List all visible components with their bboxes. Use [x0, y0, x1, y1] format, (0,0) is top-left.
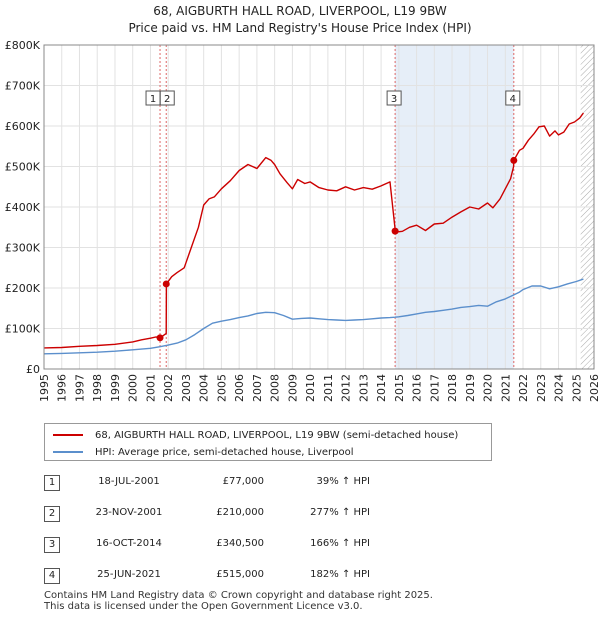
x-tick-label: 2006 [233, 374, 246, 402]
x-tick-label: 2015 [393, 374, 406, 402]
sale-number-label: 4 [510, 94, 516, 105]
sale-number-box [159, 90, 175, 106]
x-tick-label: 2026 [588, 374, 600, 402]
y-tick-label: £500K [5, 161, 41, 174]
x-tick-label: 2024 [553, 374, 566, 402]
sale-hpi-change: 166% ↑ HPI [310, 538, 370, 549]
footer-licence: This data is licensed under the Open Gov… [44, 601, 363, 612]
sale-number-badge: 2 [44, 506, 60, 522]
x-tick-label: 2001 [144, 374, 157, 402]
plot-frame [43, 44, 595, 370]
sale-date: 18-JUL-2001 [98, 476, 160, 487]
sale-number-badge: 1 [44, 475, 60, 491]
x-tick-label: 2021 [499, 374, 512, 402]
y-tick-label: £300K [5, 242, 41, 255]
x-tick-label: 2005 [215, 374, 228, 402]
x-tick-label: 1998 [91, 374, 104, 402]
sale-price: £515,000 [216, 569, 264, 580]
sale-number-label: 2 [164, 94, 170, 105]
x-tick-label: 2007 [251, 374, 264, 402]
chart-title: 68, AIGBURTH HALL ROAD, LIVERPOOL, L19 9… [153, 4, 447, 18]
sale-point [156, 334, 164, 342]
x-tick-label: 1997 [73, 374, 86, 402]
sale-point [162, 280, 170, 288]
x-tick-label: 2022 [517, 374, 530, 402]
x-tick-label: 2010 [304, 374, 317, 402]
x-tick-label: 2016 [411, 374, 424, 402]
y-tick-label: £600K [5, 120, 41, 133]
x-tick-label: 2020 [482, 374, 495, 402]
sale-price: £340,500 [216, 538, 264, 549]
y-tick-label: £800K [5, 39, 41, 52]
hpi-line [43, 278, 584, 355]
sale-row: 3 16-OCT-2014 £340,500 166% ↑ HPI [44, 537, 404, 555]
y-tick-label: £200K [5, 282, 41, 295]
x-tick-label: 2018 [446, 374, 459, 402]
y-tick-label: £100K [5, 323, 41, 336]
sale-hpi-change: 39% ↑ HPI [316, 476, 370, 487]
x-tick-label: 2000 [127, 374, 140, 402]
sale-hpi-change: 182% ↑ HPI [310, 569, 370, 580]
x-tick-label: 2012 [340, 374, 353, 402]
x-tick-label: 2013 [357, 374, 370, 402]
sale-point [391, 227, 399, 235]
sale-date: 16-OCT-2014 [96, 538, 162, 549]
legend-swatch-hpi [53, 451, 83, 453]
sale-number-badge: 4 [44, 568, 60, 584]
legend-label-property: 68, AIGBURTH HALL ROAD, LIVERPOOL, L19 9… [95, 429, 459, 441]
chart-subtitle: Price paid vs. HM Land Registry's House … [128, 21, 471, 35]
sale-number-label: 1 [150, 94, 156, 105]
x-tick-label: 2009 [286, 374, 299, 402]
y-tick-label: £400K [5, 201, 41, 214]
sale-number-box [505, 90, 521, 106]
sale-number-badge: 3 [44, 537, 60, 553]
x-tick-label: 1999 [109, 374, 122, 402]
x-tick-label: 2014 [375, 374, 388, 402]
sale-row: 4 25-JUN-2021 £515,000 182% ↑ HPI [44, 568, 404, 586]
sale-date: 25-JUN-2021 [97, 569, 161, 580]
sale-number-label: 3 [391, 94, 397, 105]
legend-item-property: 68, AIGBURTH HALL ROAD, LIVERPOOL, L19 9… [53, 427, 458, 443]
x-tick-label: 2019 [464, 374, 477, 402]
legend-swatch-property [53, 434, 83, 436]
x-tick-label: 2017 [428, 374, 441, 402]
sale-date: 23-NOV-2001 [95, 507, 163, 518]
x-tick-label: 2023 [535, 374, 548, 402]
x-tick-label: 1995 [38, 374, 51, 402]
legend-item-hpi: HPI: Average price, semi-detached house,… [53, 444, 354, 460]
sale-row: 2 23-NOV-2001 £210,000 277% ↑ HPI [44, 506, 404, 524]
sale-row: 1 18-JUL-2001 £77,000 39% ↑ HPI [44, 475, 404, 493]
footer: Contains HM Land Registry data © Crown c… [44, 590, 433, 612]
x-tick-label: 2004 [198, 374, 211, 402]
legend-label-hpi: HPI: Average price, semi-detached house,… [95, 446, 354, 458]
price-chart: 68, AIGBURTH HALL ROAD, LIVERPOOL, L19 9… [5, 4, 600, 402]
y-tick-label: £0 [26, 363, 40, 376]
x-tick-label: 2003 [180, 374, 193, 402]
sale-number-box [386, 90, 402, 106]
chart-legend: 68, AIGBURTH HALL ROAD, LIVERPOOL, L19 9… [44, 423, 492, 461]
property-price-line [43, 112, 584, 349]
x-tick-label: 2025 [570, 374, 583, 402]
sale-hpi-change: 277% ↑ HPI [310, 507, 370, 518]
x-tick-label: 2002 [162, 374, 175, 402]
x-tick-label: 2008 [269, 374, 282, 402]
sale-price: £210,000 [216, 507, 264, 518]
footer-copyright: Contains HM Land Registry data © Crown c… [44, 590, 433, 601]
y-tick-label: £700K [5, 80, 41, 93]
sale-price: £77,000 [222, 476, 264, 487]
sale-point [510, 156, 518, 164]
x-tick-label: 2011 [322, 374, 335, 402]
x-tick-label: 1996 [56, 374, 69, 402]
